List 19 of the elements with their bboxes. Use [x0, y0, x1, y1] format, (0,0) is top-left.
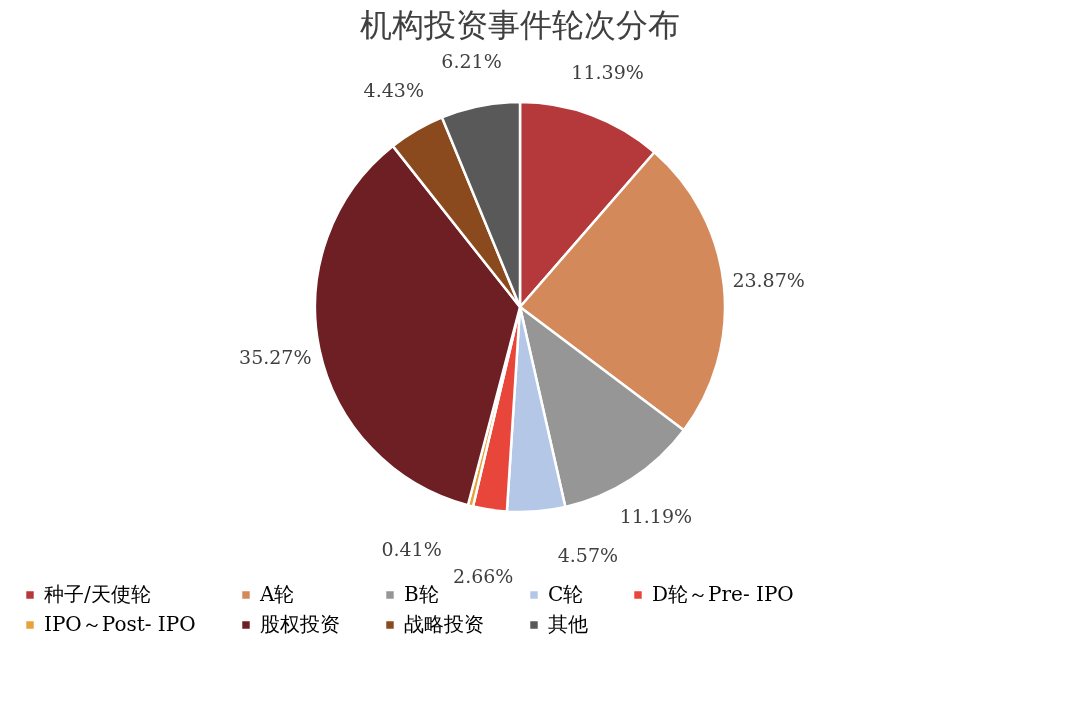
data-label: 11.19% [619, 504, 693, 527]
chart-title: 机构投资事件轮次分布 [360, 6, 680, 44]
legend-label: B轮 [404, 582, 439, 606]
data-label: 11.39% [571, 60, 644, 83]
legend-label: 种子/天使轮 [44, 582, 151, 606]
data-label: 23.87% [732, 268, 805, 291]
legend-label: 股权投资 [260, 612, 340, 636]
data-label: 35.27% [239, 346, 312, 369]
legend-label: C轮 [548, 582, 584, 606]
data-label: 6.21% [441, 49, 502, 72]
legend-label: D轮～Pre- IPO [652, 582, 794, 606]
data-label: 4.57% [557, 544, 619, 567]
data-label: 2.66% [453, 565, 514, 588]
legend-label: 其他 [548, 612, 588, 636]
data-label: 0.41% [381, 537, 442, 560]
legend-label: 战略投资 [404, 612, 484, 636]
legend-label: IPO～Post- IPO [44, 612, 196, 636]
legend-label: A轮 [259, 582, 295, 606]
data-label: 4.43% [363, 79, 424, 102]
